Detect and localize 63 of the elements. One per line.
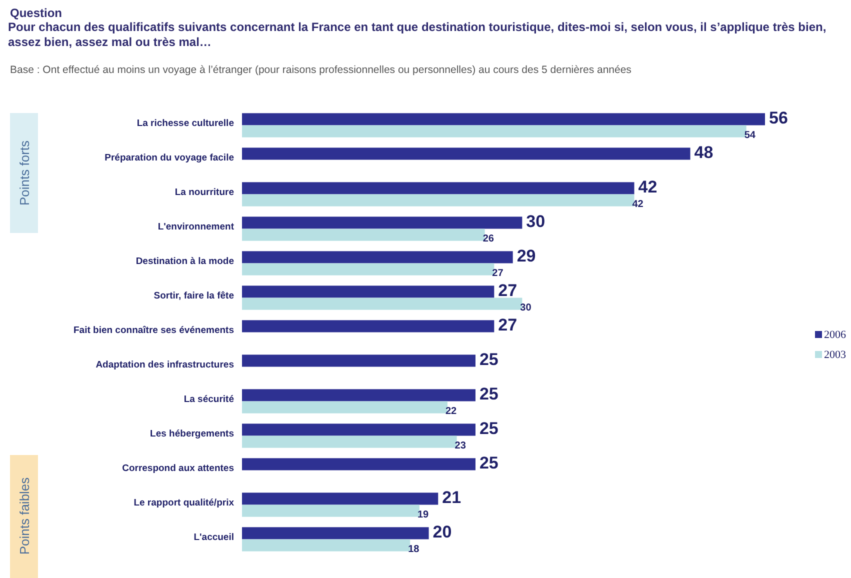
y-tick-label: La richesse culturelle <box>136 118 234 129</box>
data-label: 27 <box>498 316 518 335</box>
y-tick-label: Destination à la mode <box>136 256 234 267</box>
text: Points faibles <box>17 476 32 555</box>
bar <box>242 113 765 126</box>
bar <box>242 182 634 194</box>
data-label: 27 <box>498 281 518 300</box>
y-tick-label: La nourriture <box>174 186 234 198</box>
y-tick-label: L'environnement <box>158 221 235 232</box>
bar <box>242 539 410 552</box>
data-label: 27 <box>492 268 504 279</box>
text: Points forts <box>17 140 32 206</box>
bar <box>242 216 522 229</box>
data-label: 26 <box>482 233 494 244</box>
data-label: 56 <box>769 108 788 128</box>
data-label: 25 <box>479 419 498 438</box>
data-label: 30 <box>526 212 546 232</box>
bar <box>242 251 513 264</box>
data-label: 42 <box>632 198 644 210</box>
data-label: 19 <box>417 509 430 520</box>
data-label: 22 <box>445 406 458 417</box>
data-label: 42 <box>638 178 658 197</box>
data-label: 29 <box>516 246 536 266</box>
data-label: 30 <box>520 302 532 314</box>
text: Question <box>10 6 62 20</box>
data-label: 23 <box>454 440 466 452</box>
y-tick-label: Sortir, faire la fête <box>154 290 234 302</box>
y-tick-label: Le rapport qualité/prix <box>134 497 235 508</box>
data-label: 18 <box>408 544 420 555</box>
bar <box>242 527 429 540</box>
bar <box>242 125 746 138</box>
y-tick-label: Adaptation des infrastructures <box>96 359 234 370</box>
bar <box>242 298 522 310</box>
y-tick-label: L'accueil <box>194 532 234 543</box>
y-tick-label: Préparation du voyage facile <box>104 152 234 164</box>
data-label: 25 <box>479 384 498 404</box>
data-label: 25 <box>479 454 498 473</box>
legend-label: 2006 <box>824 329 846 341</box>
data-label: 25 <box>479 350 498 370</box>
bar <box>242 320 494 332</box>
bar <box>242 228 485 241</box>
bar <box>242 492 438 505</box>
legend-label: 2003 <box>824 349 846 361</box>
bar <box>242 263 494 276</box>
bar <box>242 354 476 367</box>
chart-subtitle: Pour chacun des qualificatifs suivants concernant la France en tant que destination touristique, dites-moi si, selon vous, il s’applique très bien, assez bien, assez mal ou très mal… <box>8 20 828 50</box>
data-label: 21 <box>442 488 462 508</box>
text: Base : Ont effectué au moins un voyage à l’étranger (pour raisons professionnelles ou personnelles) au cours des 5 dernières années <box>10 64 632 76</box>
y-tick-label: Fait bien connaître ses événements <box>73 324 234 336</box>
bar <box>242 436 457 448</box>
bar <box>242 401 448 414</box>
bar <box>242 148 690 160</box>
bar <box>242 389 476 402</box>
data-label: 48 <box>694 143 714 162</box>
bar <box>242 424 476 436</box>
bar <box>242 286 494 298</box>
y-tick-label: La sécurité <box>184 394 234 405</box>
y-tick-label: Correspond aux attentes <box>122 462 234 474</box>
data-label: 20 <box>432 522 452 542</box>
y-tick-label: Les hébergements <box>150 428 234 440</box>
data-label: 54 <box>744 130 756 141</box>
bar <box>242 504 420 517</box>
bar <box>242 458 476 470</box>
